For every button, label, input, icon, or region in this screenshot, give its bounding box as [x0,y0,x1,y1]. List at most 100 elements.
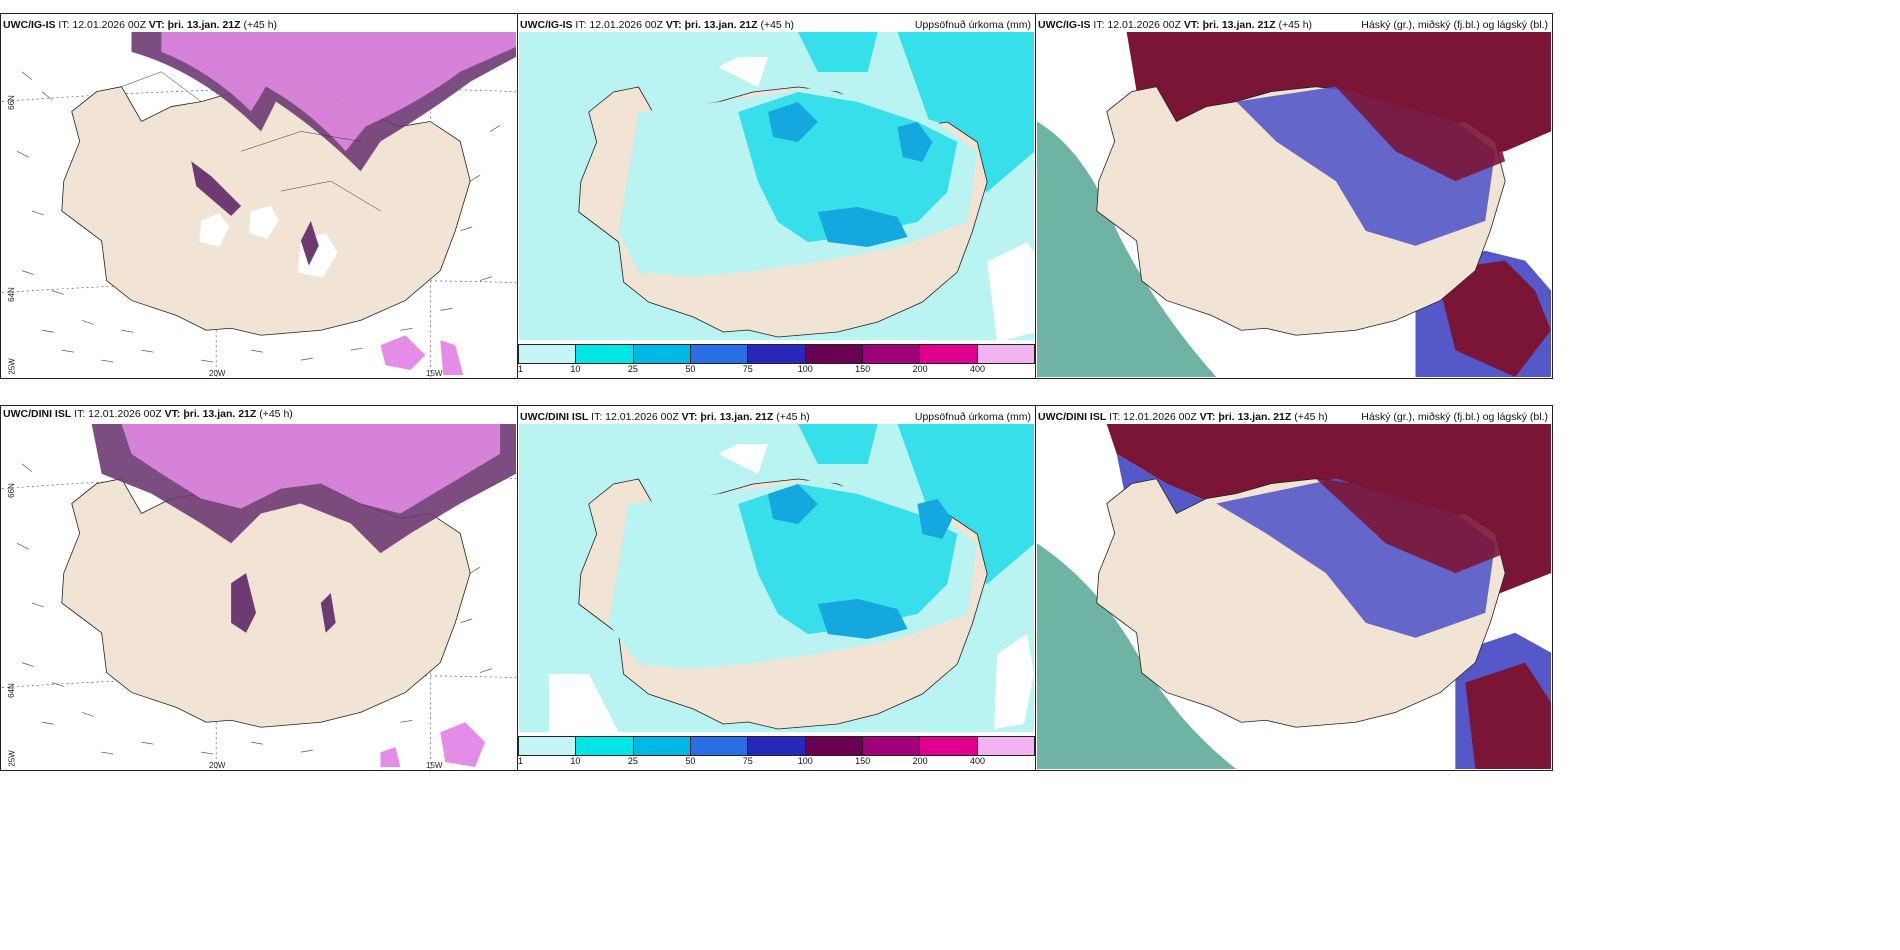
precip-legend: 1 10 25 50 75 100 150 200 400 [518,342,1035,378]
lead-time: (+45 h) [1278,19,1313,31]
precip-legend: 1 10 25 50 75 100 150 200 400 [518,734,1035,770]
legend-colorbar [518,736,1035,756]
legend-ticks: 1 10 25 50 75 100 150 200 400 [518,756,1035,768]
legend-tick-label: 100 [797,756,813,766]
map-cloud-bottom[interactable] [1037,424,1551,769]
panel-precip-igis: UWC/IG-IS IT: 12.01.2026 00Z VT: þri. 13… [517,13,1036,379]
legend-swatch [633,737,691,755]
model-name: UWC/IG-IS [520,19,573,31]
legend-swatch [748,345,806,363]
legend-tick-label: 50 [685,756,696,766]
legend-swatch [690,345,749,363]
legend-tick-label: 150 [855,756,871,766]
model-name: UWC/DINI ISL [520,411,589,423]
panel-header: UWC/DINI ISL IT: 12.01.2026 00Z VT: þri.… [3,409,513,425]
legend-tick-label: 200 [912,756,928,766]
map-snow-top[interactable]: 66N 64N 25W 20W 15W [2,32,516,378]
map-precip-top[interactable] [519,32,1034,340]
init-time: IT: 12.01.2026 00Z [575,19,663,31]
panel-header: UWC/IG-IS IT: 12.01.2026 00Z VT: þri. 13… [3,17,513,33]
legend-swatch [690,737,749,755]
lead-time: (+45 h) [243,19,278,31]
panel-snow-dini: UWC/DINI ISL IT: 12.01.2026 00Z VT: þri.… [0,405,518,771]
lead-time: (+45 h) [259,408,293,420]
init-time: IT: 12.01.2026 00Z [1109,411,1197,423]
model-name: UWC/IG-IS [3,19,56,31]
lead-time: (+45 h) [776,411,810,423]
lat-label: 64N [6,287,16,302]
legend-tick-label: 150 [855,364,871,374]
vt-label: VT: [164,408,181,420]
lead-time: (+45 h) [1294,411,1328,423]
legend-swatch [519,345,577,363]
legend-swatch [977,737,1034,755]
init-time: IT: 12.01.2026 00Z [74,408,162,420]
valid-time: þri. 13.jan. 21Z [167,19,241,31]
legend-tick-label: 200 [912,364,928,374]
legend-tick-label: 25 [627,364,638,374]
legend-swatch [576,737,634,755]
legend-swatch [576,345,634,363]
legend-swatch [633,345,691,363]
map-snow-bottom[interactable]: 66N 64N 25W 20W 15W [2,424,516,770]
model-name: UWC/DINI ISL [1038,411,1107,423]
lat-label: 66N [6,483,16,498]
legend-swatch [920,737,978,755]
legend-tick-label: 10 [570,756,581,766]
legend-tick-label: 1 [518,364,524,374]
lon-label: 25W [7,358,17,375]
valid-time: þri. 13.jan. 21Z [1202,19,1276,31]
legend-swatch [519,737,577,755]
map-cloud-top[interactable] [1037,32,1551,377]
vt-label: VT: [1183,19,1200,31]
panel-precip-dini: UWC/DINI ISL IT: 12.01.2026 00Z VT: þri.… [517,405,1036,771]
valid-time: þri. 13.jan. 21Z [183,408,257,420]
lon-label: 25W [7,750,17,767]
lat-label: 66N [6,95,16,110]
vt-label: VT: [681,411,698,423]
init-time: IT: 12.01.2026 00Z [591,411,679,423]
valid-time: þri. 13.jan. 21Z [700,411,774,423]
legend-tick-label: 10 [570,364,581,374]
vt-label: VT: [1199,411,1216,423]
model-name: UWC/DINI ISL [3,408,72,420]
legend-swatch [862,345,921,363]
lon-label: 20W [209,761,226,770]
legend-tick-label: 100 [797,364,813,374]
panel-title: Háský (gr.), miðský (fj.bl.) og lágský (… [1361,411,1548,423]
panel-cloud-dini: UWC/DINI ISL IT: 12.01.2026 00Z VT: þri.… [1035,405,1553,771]
legend-tick-label: 50 [685,364,696,374]
panel-snow-igis: UWC/IG-IS IT: 12.01.2026 00Z VT: þri. 13… [0,13,518,379]
valid-time: þri. 13.jan. 21Z [1218,411,1292,423]
lat-label: 64N [6,683,16,698]
model-name: UWC/IG-IS [1038,19,1091,31]
legend-swatch [805,737,863,755]
legend-swatch [920,345,978,363]
panel-header: UWC/DINI ISL IT: 12.01.2026 00Z VT: þri.… [1038,409,1548,425]
map-precip-bottom[interactable] [519,424,1034,732]
init-time: IT: 12.01.2026 00Z [1093,19,1181,31]
legend-tick-label: 400 [970,364,986,374]
init-time: IT: 12.01.2026 00Z [58,19,146,31]
legend-swatch [805,345,863,363]
panel-header: UWC/DINI ISL IT: 12.01.2026 00Z VT: þri.… [520,409,1031,425]
vt-label: VT: [665,19,682,31]
legend-tick-label: 75 [742,364,753,374]
vt-label: VT: [148,19,165,31]
legend-colorbar [518,344,1035,364]
legend-swatch [748,737,806,755]
legend-swatch [977,345,1034,363]
panel-title: Uppsöfnuð úrkoma (mm) [914,411,1031,423]
lon-label: 20W [209,369,226,378]
valid-time: þri. 13.jan. 21Z [684,19,758,31]
legend-tick-label: 25 [627,756,638,766]
legend-swatch [862,737,921,755]
lead-time: (+45 h) [760,19,795,31]
panel-cloud-igis: UWC/IG-IS IT: 12.01.2026 00Z VT: þri. 13… [1035,13,1553,379]
panel-header: UWC/IG-IS IT: 12.01.2026 00Z VT: þri. 13… [520,17,1031,33]
legend-ticks: 1 10 25 50 75 100 150 200 400 [518,364,1035,376]
panel-header: UWC/IG-IS IT: 12.01.2026 00Z VT: þri. 13… [1038,17,1548,33]
legend-tick-label: 75 [742,756,753,766]
lon-label: 15W [426,761,443,770]
legend-tick-label: 1 [518,756,524,766]
